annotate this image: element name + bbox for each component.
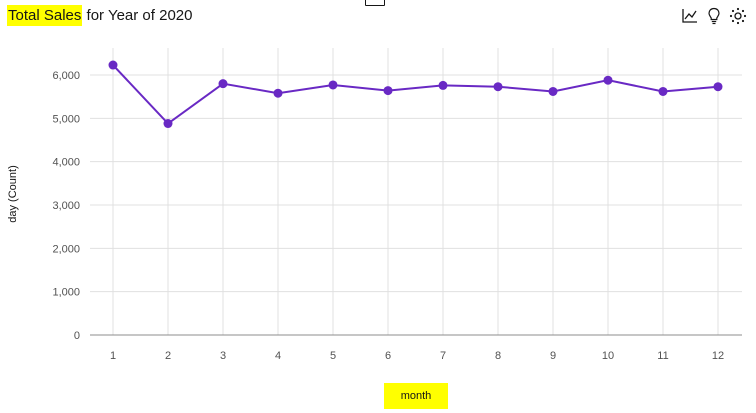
data-point[interactable]	[108, 60, 118, 70]
x-tick-label: 6	[385, 350, 391, 362]
x-tick-label: 8	[495, 350, 501, 362]
series-line	[112, 64, 719, 125]
y-tick-label: 6,000	[52, 70, 80, 82]
y-axis-label-highlight: Count	[7, 169, 19, 198]
settings-icon[interactable]	[728, 6, 748, 26]
x-tick-label: 4	[275, 350, 281, 362]
y-tick-label: 4,000	[52, 157, 80, 169]
data-point[interactable]	[328, 80, 338, 90]
data-point[interactable]	[383, 86, 393, 96]
x-tick-label: 11	[657, 350, 668, 362]
data-point[interactable]	[218, 79, 228, 89]
title-highlight: Total Sales	[7, 5, 83, 26]
x-tick-label: 2	[165, 350, 171, 362]
data-point[interactable]	[438, 80, 448, 90]
y-tick-label: 5,000	[52, 113, 80, 125]
data-point[interactable]	[273, 88, 283, 98]
line-chart-icon[interactable]	[680, 6, 700, 26]
title-rest: for Year of 2020	[82, 7, 193, 24]
data-point[interactable]	[493, 82, 503, 92]
data-point[interactable]	[163, 119, 173, 129]
lightbulb-icon[interactable]	[704, 6, 724, 26]
x-axis: 1 2 3 4 5 6 7 8 9 10 11 12	[110, 350, 724, 362]
x-tick-label: 7	[440, 350, 446, 362]
x-tick-label: 10	[602, 350, 614, 362]
y-tick-label: 2,000	[52, 243, 80, 255]
data-points	[108, 60, 723, 129]
data-point[interactable]	[548, 86, 558, 96]
y-axis: 0 1,000 2,000 3,000 4,000 5,000 6,000	[52, 70, 80, 342]
x-tick-label: 3	[220, 350, 226, 362]
x-tick-label: 5	[330, 350, 336, 362]
x-axis-label: month	[401, 390, 432, 402]
data-point[interactable]	[658, 86, 668, 96]
chart-toolbar	[680, 6, 756, 26]
y-tick-label: 0	[74, 330, 80, 342]
data-point[interactable]	[603, 75, 613, 85]
y-tick-label: 1,000	[52, 287, 80, 299]
data-point[interactable]	[713, 82, 723, 92]
y-axis-label: day (Count)	[7, 165, 19, 223]
y-tick-label: 3,000	[52, 200, 80, 212]
maximize-icon[interactable]	[365, 0, 385, 6]
x-tick-label: 12	[712, 350, 724, 362]
chart-title: Total Sales for Year of 2020	[7, 4, 192, 28]
x-tick-label: 9	[550, 350, 556, 362]
x-tick-label: 1	[110, 350, 116, 362]
x-axis-label-highlight	[384, 383, 448, 409]
grid	[90, 48, 742, 335]
